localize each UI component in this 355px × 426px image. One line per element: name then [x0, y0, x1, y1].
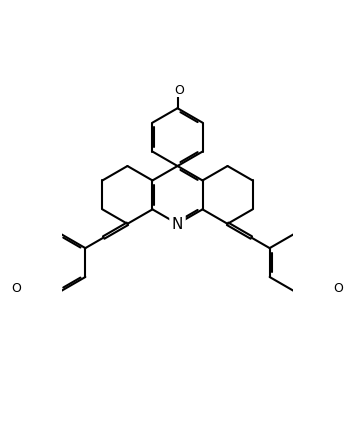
Text: O: O: [11, 282, 21, 295]
Text: N: N: [172, 217, 183, 232]
Text: N: N: [172, 217, 183, 232]
Text: O: O: [174, 84, 184, 97]
Text: O: O: [334, 282, 344, 295]
